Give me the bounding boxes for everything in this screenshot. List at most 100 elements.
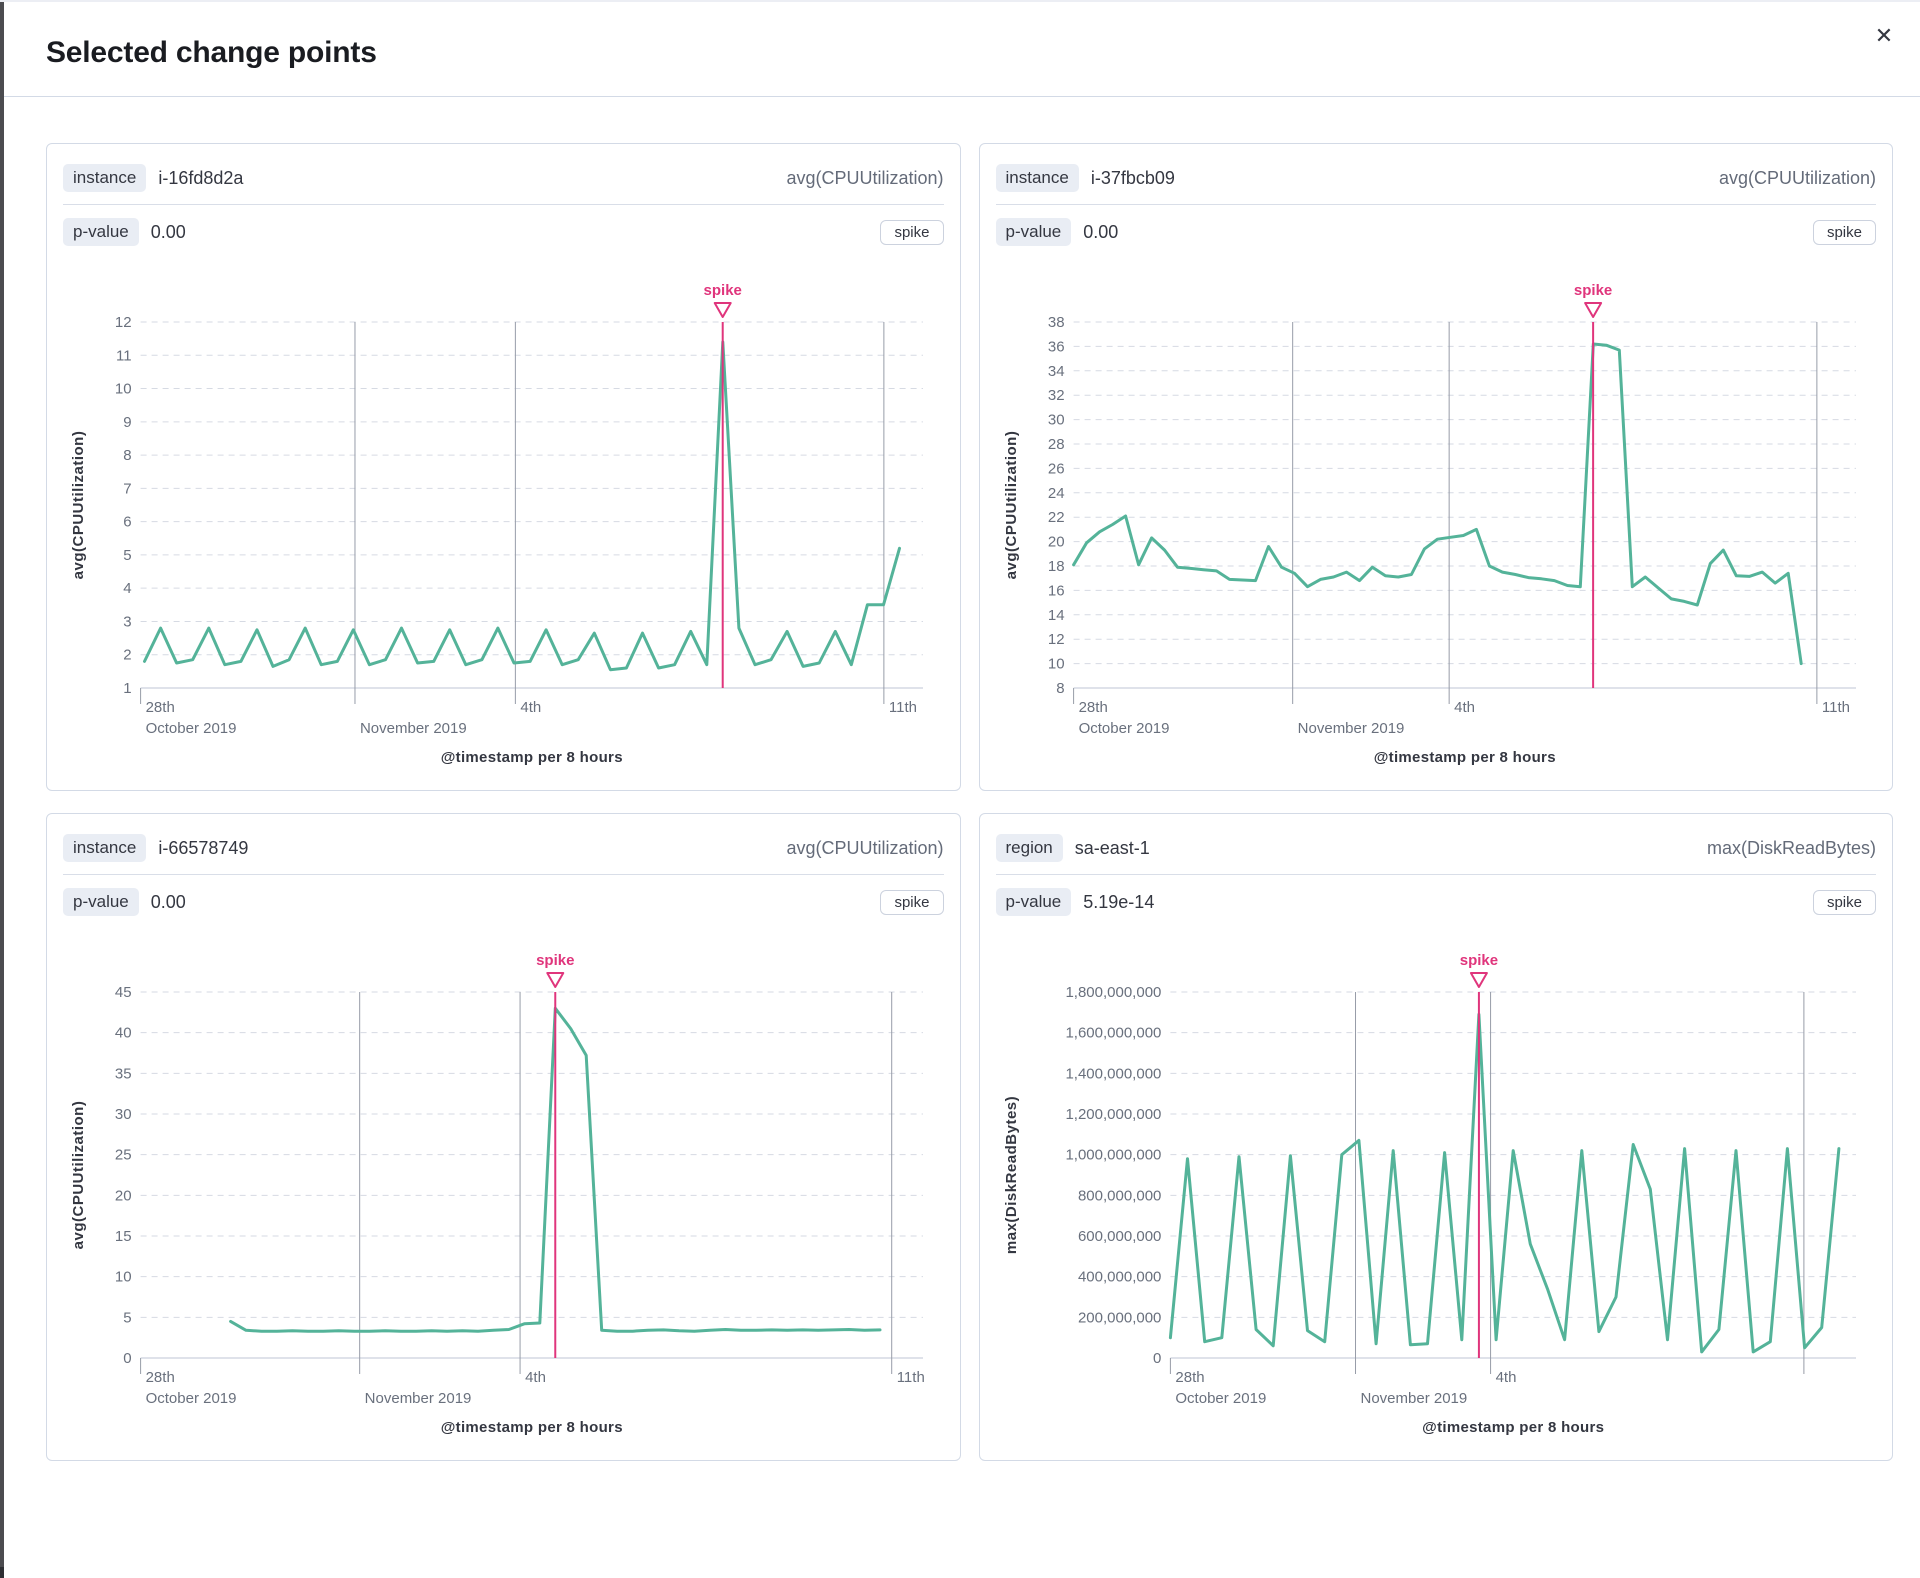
svg-text:1,200,000,000: 1,200,000,000: [1065, 1106, 1161, 1123]
change-point-card: instance i-66578749 avg(CPUUtilization) …: [46, 813, 961, 1461]
p-value: 0.00: [150, 221, 186, 242]
change-point-card: instance i-37fbcb09 avg(CPUUtilization) …: [978, 143, 1893, 791]
change-point-grid: instance i-16fd8d2a avg(CPUUtilization) …: [4, 97, 1920, 1461]
chart-svg: 0 200,000,000 400,000,000 600,000,000 800,00…: [1003, 952, 1856, 1436]
group-key-badge: instance: [63, 164, 147, 192]
svg-text:9: 9: [123, 414, 131, 431]
svg-text:12: 12: [1047, 631, 1064, 648]
p-value: 5.19e-14: [1083, 891, 1155, 912]
card-divider: [995, 204, 1876, 205]
card-header: instance i-37fbcb09 avg(CPUUtilization): [995, 156, 1876, 204]
card-subheader: p-value 0.00 spike: [995, 205, 1876, 252]
svg-text:16: 16: [1047, 582, 1064, 599]
change-point-card: region sa-east-1 max(DiskReadBytes) p-va…: [978, 813, 1893, 1461]
svg-text:30: 30: [115, 1106, 132, 1123]
svg-text:1,600,000,000: 1,600,000,000: [1065, 1025, 1161, 1042]
svg-text:30: 30: [1047, 412, 1064, 429]
svg-text:@timestamp per 8 hours: @timestamp per 8 hours: [441, 749, 623, 766]
svg-text:1,400,000,000: 1,400,000,000: [1065, 1065, 1161, 1082]
svg-text:November 2019: November 2019: [365, 1390, 472, 1407]
svg-text:28th: 28th: [146, 1369, 175, 1386]
svg-text:4th: 4th: [1495, 1369, 1516, 1386]
card-divider: [63, 204, 944, 205]
svg-text:avg(CPUUtilization): avg(CPUUtilization): [70, 431, 87, 580]
close-icon[interactable]: ✕: [1868, 20, 1900, 52]
card-header: instance i-16fd8d2a avg(CPUUtilization): [63, 156, 944, 204]
card-subheader: p-value 5.19e-14 spike: [995, 875, 1876, 922]
change-point-card: instance i-16fd8d2a avg(CPUUtilization) …: [46, 143, 961, 791]
svg-text:5: 5: [123, 547, 131, 564]
card-divider: [995, 874, 1876, 875]
card-header: region sa-east-1 max(DiskReadBytes): [995, 826, 1876, 874]
change-type-button[interactable]: spike: [880, 889, 944, 915]
svg-text:5: 5: [123, 1309, 131, 1326]
svg-text:10: 10: [115, 381, 132, 398]
svg-text:4th: 4th: [520, 699, 541, 716]
metric-function-label: avg(CPUUtilization): [786, 167, 944, 188]
svg-text:1,800,000,000: 1,800,000,000: [1065, 984, 1161, 1001]
svg-text:October 2019: October 2019: [1175, 1390, 1266, 1407]
svg-text:4th: 4th: [1454, 699, 1475, 716]
svg-text:20: 20: [1047, 534, 1064, 551]
svg-text:11th: 11th: [1821, 699, 1849, 716]
svg-text:October 2019: October 2019: [146, 1390, 237, 1407]
svg-text:28th: 28th: [1175, 1369, 1204, 1386]
svg-text:45: 45: [115, 984, 132, 1001]
change-point-chart: 0 200,000,000 400,000,000 600,000,000 800,00…: [996, 922, 1877, 1446]
spike-annotation-label: spike: [704, 282, 742, 299]
svg-text:0: 0: [123, 1350, 131, 1367]
svg-text:November 2019: November 2019: [1360, 1390, 1467, 1407]
metric-function-label: max(DiskReadBytes): [1706, 837, 1876, 858]
svg-text:38: 38: [1047, 314, 1064, 331]
svg-text:@timestamp per 8 hours: @timestamp per 8 hours: [441, 1419, 623, 1436]
svg-text:0: 0: [1153, 1350, 1161, 1367]
svg-text:22: 22: [1047, 509, 1064, 526]
svg-text:6: 6: [123, 514, 131, 531]
p-value-badge: p-value: [63, 888, 139, 916]
svg-text:11: 11: [116, 347, 132, 364]
svg-text:1: 1: [123, 680, 131, 697]
svg-text:November 2019: November 2019: [1297, 720, 1404, 737]
svg-text:20: 20: [115, 1187, 132, 1204]
svg-text:October 2019: October 2019: [146, 720, 237, 737]
group-key-badge: region: [995, 834, 1063, 862]
change-point-chart: 8 10 12 14 16 18 20 22 24 26 28 30 32 34 36 38 28th Octob…: [996, 252, 1877, 776]
svg-text:avg(CPUUtilization): avg(CPUUtilization): [1003, 431, 1020, 580]
svg-text:400,000,000: 400,000,000: [1077, 1269, 1160, 1286]
change-type-button[interactable]: spike: [1812, 889, 1876, 915]
spike-annotation-label: spike: [1573, 282, 1611, 299]
card-divider: [63, 874, 944, 875]
spike-annotation-label: spike: [536, 952, 574, 969]
svg-text:34: 34: [1047, 363, 1064, 380]
svg-text:11th: 11th: [897, 1369, 925, 1386]
svg-text:10: 10: [115, 1269, 132, 1286]
svg-text:28th: 28th: [1078, 699, 1107, 716]
change-type-button[interactable]: spike: [880, 219, 944, 245]
modal-header: Selected change points ✕: [4, 2, 1920, 97]
svg-text:200,000,000: 200,000,000: [1077, 1309, 1160, 1326]
change-point-chart: 1 2 3 4 5 6 7 8 9 10 11 12 28th October 2019 November …: [63, 252, 944, 776]
svg-text:40: 40: [115, 1025, 132, 1042]
svg-text:800,000,000: 800,000,000: [1077, 1187, 1160, 1204]
group-key-value: i-37fbcb09: [1090, 167, 1175, 188]
svg-text:18: 18: [1047, 558, 1064, 575]
change-type-button[interactable]: spike: [1812, 219, 1876, 245]
page-title: Selected change points: [46, 36, 377, 69]
svg-text:35: 35: [115, 1065, 132, 1082]
spike-annotation-label: spike: [1459, 952, 1497, 969]
p-value: 0.00: [150, 891, 186, 912]
svg-text:8: 8: [1056, 680, 1064, 697]
svg-text:avg(CPUUtilization): avg(CPUUtilization): [70, 1101, 87, 1250]
svg-text:2: 2: [123, 647, 131, 664]
svg-text:26: 26: [1047, 460, 1064, 477]
metric-function-label: avg(CPUUtilization): [1718, 167, 1876, 188]
svg-text:@timestamp per 8 hours: @timestamp per 8 hours: [1422, 1419, 1604, 1436]
svg-text:28: 28: [1047, 436, 1064, 453]
svg-text:600,000,000: 600,000,000: [1077, 1228, 1160, 1245]
selected-change-points-modal: Selected change points ✕ instance i-16fd…: [4, 2, 1920, 1578]
svg-text:3: 3: [123, 613, 131, 630]
svg-text:1,000,000,000: 1,000,000,000: [1065, 1147, 1161, 1164]
group-key-value: i-16fd8d2a: [158, 167, 244, 188]
group-key-value: i-66578749: [158, 837, 249, 858]
